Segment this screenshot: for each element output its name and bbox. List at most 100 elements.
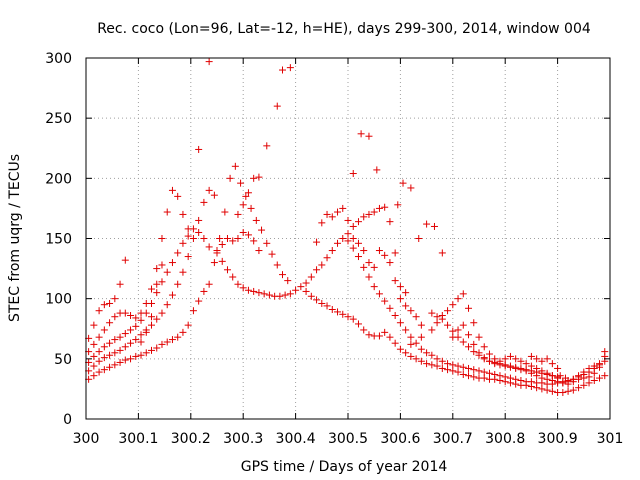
data-point (168, 336, 176, 344)
data-point (449, 327, 457, 335)
data-point (121, 343, 129, 351)
data-point (247, 204, 255, 212)
data-point (354, 253, 362, 261)
data-point (307, 273, 315, 281)
data-point (480, 374, 488, 382)
data-point (221, 208, 229, 216)
data-point (273, 102, 281, 110)
data-point (433, 362, 441, 370)
data-point (512, 363, 520, 371)
data-point (127, 312, 135, 320)
data-point (396, 319, 404, 327)
x-tick-label: 300.7 (433, 431, 473, 447)
data-point (100, 301, 108, 309)
data-point (163, 268, 171, 276)
data-point (237, 179, 245, 187)
data-point (491, 370, 499, 378)
data-point (373, 166, 381, 174)
data-point (158, 340, 166, 348)
data-point (575, 384, 583, 392)
data-point (239, 284, 247, 292)
data-point (459, 338, 467, 346)
data-point (292, 286, 300, 294)
data-point (475, 333, 483, 341)
data-point (95, 307, 103, 315)
data-point (100, 343, 108, 351)
data-point (386, 218, 394, 226)
data-point (428, 351, 436, 359)
x-tick-label: 301 (597, 431, 624, 447)
data-point (179, 210, 187, 218)
data-point (575, 372, 583, 380)
data-point (318, 299, 326, 307)
data-point (407, 307, 415, 315)
data-point (349, 235, 357, 242)
data-point (174, 249, 182, 257)
data-point (590, 362, 598, 370)
data-point (137, 309, 145, 317)
data-point (349, 222, 357, 230)
data-point (394, 201, 402, 209)
data-point (106, 339, 114, 347)
data-point (297, 283, 305, 291)
data-point (116, 333, 124, 341)
x-axis-label: GPS time / Days of year 2014 (241, 459, 448, 475)
data-point (132, 314, 140, 322)
data-point (106, 299, 114, 307)
data-point (121, 330, 129, 338)
data-point (216, 235, 224, 242)
data-point (205, 280, 213, 288)
data-point (470, 340, 478, 348)
data-point (184, 321, 192, 329)
data-point (417, 357, 425, 365)
data-point (279, 66, 286, 74)
data-point (250, 287, 258, 295)
data-point (601, 372, 609, 380)
x-tick-label: 300.5 (328, 431, 368, 447)
data-point (163, 301, 171, 309)
data-point (470, 319, 478, 327)
data-point (268, 250, 276, 258)
data-point (205, 186, 213, 194)
data-point (396, 283, 404, 291)
data-point (370, 283, 378, 291)
data-point (273, 261, 281, 269)
data-point (111, 349, 119, 357)
data-point (127, 326, 135, 334)
data-point (153, 344, 161, 352)
data-point (111, 313, 119, 321)
data-point (174, 280, 182, 288)
data-point (454, 362, 462, 370)
data-point (554, 364, 562, 372)
data-point (475, 367, 483, 375)
data-point (465, 372, 473, 380)
data-point (527, 352, 535, 360)
data-point (174, 333, 182, 341)
data-point (407, 184, 415, 192)
data-point (174, 192, 182, 200)
data-point (527, 378, 535, 386)
data-point (501, 373, 509, 381)
x-tick-label: 300.8 (485, 431, 525, 447)
data-point (506, 362, 514, 370)
data-point (370, 263, 378, 271)
data-point (454, 295, 462, 303)
data-point (454, 368, 462, 376)
data-point (444, 321, 452, 329)
data-point (244, 231, 252, 239)
data-point (375, 332, 383, 340)
data-point (417, 321, 425, 329)
data-point (564, 378, 572, 386)
data-point (470, 348, 478, 356)
data-point (543, 370, 551, 378)
data-point (365, 132, 373, 140)
data-point (168, 186, 176, 194)
data-point (402, 302, 410, 310)
y-tick-label: 250 (45, 111, 72, 127)
data-point (184, 253, 192, 261)
data-point (90, 321, 98, 329)
data-point (163, 338, 171, 346)
data-point (561, 374, 569, 382)
data-point (234, 280, 242, 288)
data-point (391, 312, 399, 320)
